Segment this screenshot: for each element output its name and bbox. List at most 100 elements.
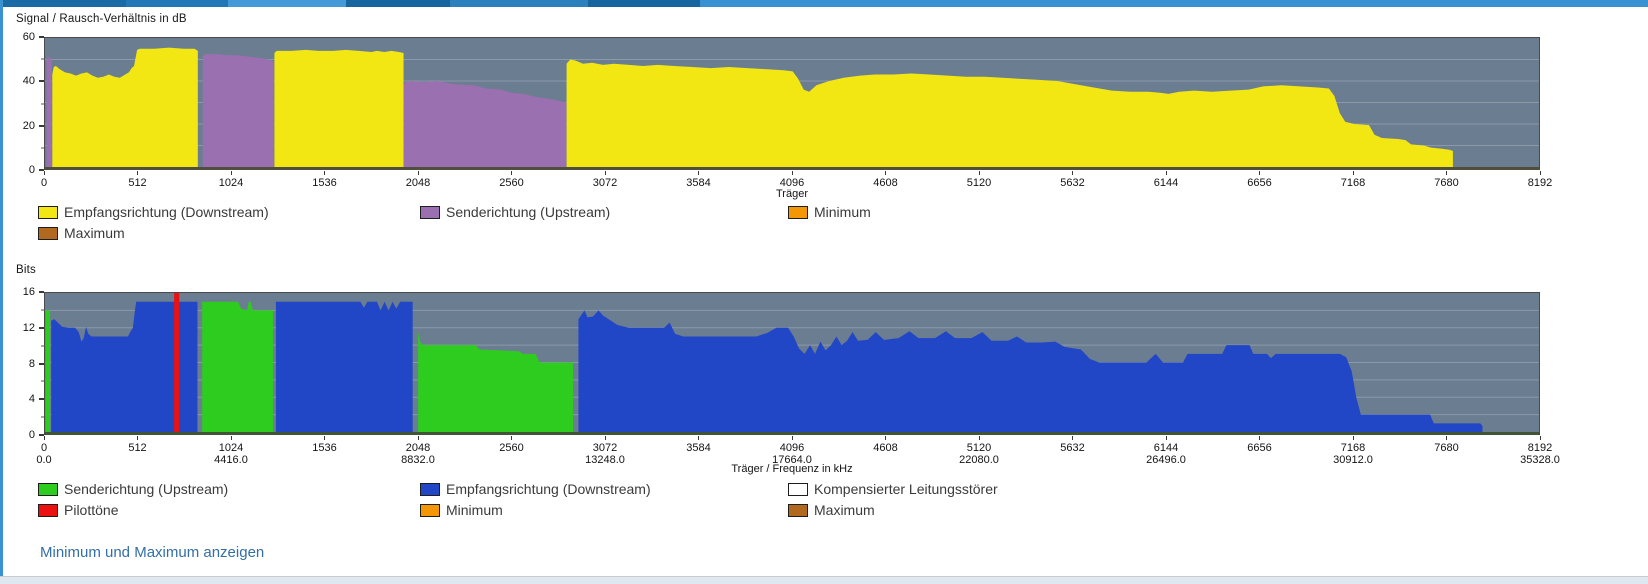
legend-swatch-pilot_red	[38, 503, 58, 517]
x-tick-label: 7168	[1340, 442, 1366, 454]
legend-item: Senderichtung (Upstream)	[38, 479, 420, 499]
legend-item: Senderichtung (Upstream)	[420, 202, 788, 222]
x-tick-label: 3072	[592, 442, 618, 454]
legend-item: Empfangsrichtung (Downstream)	[420, 479, 788, 499]
legend-label: Pilottöne	[64, 502, 119, 518]
snr-y-axis: 0 20 40 60	[0, 31, 44, 176]
x-frequency-label: 22080.0	[959, 454, 999, 466]
x-tick-mark	[1352, 171, 1354, 175]
bottom-strip	[0, 577, 1648, 584]
x-tick-mark	[1072, 436, 1073, 440]
x-tick-label: 2560	[499, 177, 524, 189]
x-tick-mark	[417, 436, 419, 440]
x-frequency-label: 17664.0	[772, 454, 812, 466]
x-tick-label: 1024	[218, 442, 244, 454]
y-tick-label: 60	[22, 31, 35, 43]
top-bar-segment	[588, 0, 700, 7]
x-tick-label: 1536	[312, 177, 337, 189]
x-tick-label: 512	[128, 177, 147, 189]
legend-label: Empfangsrichtung (Downstream)	[64, 204, 269, 220]
x-tick-mark	[885, 436, 886, 440]
top-bar-segment	[0, 0, 126, 7]
show-min-max-link[interactable]: Minimum und Maximum anzeigen	[40, 544, 265, 561]
x-tick-mark	[137, 436, 138, 440]
legend-swatch-upstream_green	[38, 482, 58, 496]
x-tick-mark	[511, 436, 512, 440]
legend-label: Minimum	[814, 204, 871, 220]
x-frequency-label: 13248.0	[585, 454, 625, 466]
bits-plot-area	[44, 292, 1540, 435]
bits-upstream-area	[202, 301, 273, 432]
x-frequency-label: 8832.0	[401, 454, 435, 466]
x-tick-label: 8192	[1527, 177, 1553, 189]
y-tick-label: 8	[28, 357, 35, 370]
bits-downstream-area	[275, 301, 413, 432]
x-tick-label: 6656	[1247, 177, 1272, 189]
top-bar-segment	[228, 0, 346, 7]
x-tick-label: 6656	[1247, 442, 1272, 454]
legend-swatch-downstream_yellow	[38, 205, 58, 219]
x-tick-label: 5632	[1060, 177, 1085, 189]
x-frequency-label: 35328.0	[1520, 454, 1560, 466]
bits-legend: Senderichtung (Upstream) Empfangsrichtung…	[38, 479, 1308, 520]
x-tick-label: 0	[40, 442, 48, 454]
x-tick-mark	[1165, 171, 1167, 175]
x-tick-label: 5632	[1060, 442, 1085, 454]
snr-x-axis-title: Träger	[776, 188, 808, 200]
legend-item: Kompensierter Leitungsstörer	[788, 479, 1308, 499]
x-tick-mark	[43, 171, 45, 175]
snr-upstream-area	[202, 54, 274, 167]
x-tick-mark	[137, 171, 138, 175]
y-minor-tick-mark	[41, 58, 44, 60]
bits-downstream-area	[578, 310, 1483, 432]
y-minor-tick-mark	[41, 416, 44, 418]
y-tick-mark	[39, 36, 44, 38]
x-tick-label: 2048	[405, 442, 431, 454]
x-tick-label: 3584	[686, 177, 711, 189]
bits-upstream-area	[45, 310, 51, 432]
legend-swatch-minimum_orange	[788, 205, 808, 219]
x-tick-mark	[230, 171, 232, 175]
pilot-tone-bar	[174, 293, 180, 432]
y-tick-mark	[39, 80, 44, 83]
snr-downstream-area	[274, 49, 404, 167]
x-tick-label: 0	[40, 177, 48, 189]
x-tick-mark	[230, 436, 232, 440]
x-tick-mark	[1446, 171, 1447, 175]
legend-swatch-minimum_orange	[420, 503, 440, 517]
x-tick-mark	[978, 436, 980, 440]
x-tick-label: 7168	[1340, 177, 1366, 189]
x-tick-label: 8192	[1527, 442, 1553, 454]
x-frequency-label: 4416.0	[214, 454, 248, 466]
x-tick-label: 5120	[966, 177, 992, 189]
y-tick-mark	[39, 398, 44, 401]
bits-downstream-area	[51, 301, 198, 432]
y-tick-mark	[39, 434, 44, 436]
bits-chart-title: Bits	[16, 264, 36, 276]
bits-x-axis-title: Träger / Frequenz in kHz	[731, 463, 853, 475]
snr-downstream-area	[52, 47, 198, 167]
legend-swatch-downstream_blue	[420, 482, 440, 496]
y-tick-label: 4	[28, 393, 35, 406]
x-tick-mark	[324, 436, 325, 440]
snr-x-axis: 0 512 1024 1536 2048 2560 3072 3584 4096 4608 5120…	[40, 171, 1552, 189]
y-minor-tick-mark	[41, 380, 44, 382]
x-tick-mark	[1259, 436, 1260, 440]
y-tick-mark	[39, 169, 44, 171]
y-tick-label: 40	[22, 75, 35, 88]
legend-item: Minimum	[788, 202, 1308, 222]
y-tick-mark	[39, 326, 44, 329]
x-tick-label: 6144	[1153, 442, 1179, 454]
x-tick-mark	[791, 436, 793, 440]
legend-item: Maximum	[38, 223, 420, 243]
bits-x-axis: 0 0.0 512 1024 4416.0 1536 2048 8832.0 2560 3072 1…	[36, 436, 1560, 466]
y-tick-mark	[39, 362, 44, 365]
x-tick-mark	[1165, 436, 1167, 440]
window-left-edge	[0, 0, 3, 584]
snr-plot-area	[44, 37, 1540, 170]
x-tick-mark	[1352, 436, 1354, 440]
y-minor-tick-mark	[41, 103, 44, 104]
legend-label: Kompensierter Leitungsstörer	[814, 481, 998, 497]
x-tick-mark	[1259, 171, 1260, 175]
